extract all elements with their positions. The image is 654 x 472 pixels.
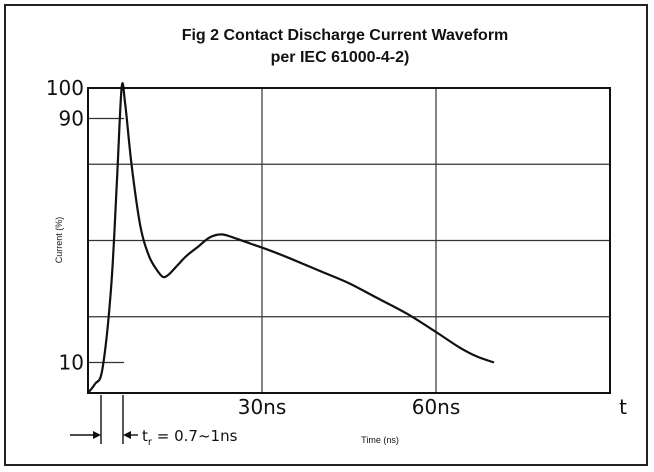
- y-tick-label: 100: [46, 76, 84, 100]
- chart-title: Fig 2 Contact Discharge Current Waveform: [182, 27, 509, 44]
- tick-labels: 100 90 10 30ns 60ns: [46, 76, 460, 419]
- x-tick-label: 30ns: [238, 395, 287, 419]
- y-tick-label: 10: [59, 351, 84, 375]
- plot-border: [87, 87, 611, 394]
- y-axis-label: Current (%): [54, 217, 64, 264]
- x-tick-label: 60ns: [412, 395, 461, 419]
- series-layer: [87, 82, 495, 394]
- y-tick-label: 90: [59, 107, 84, 131]
- chart-frame: [4, 4, 648, 466]
- x-axis-end-label: t: [619, 395, 627, 419]
- grid: [88, 87, 610, 393]
- chart-subtitle: per IEC 61000-4-2): [271, 49, 410, 66]
- x-axis-label: Time (ns): [361, 435, 399, 445]
- rise-arrow-left-head: [93, 431, 101, 439]
- rise-time-annotation: tr = 0.7~1ns: [70, 395, 238, 448]
- rise-time-label: tr = 0.7~1ns: [142, 427, 238, 448]
- axes: [87, 87, 611, 394]
- rise-arrow-right-head: [123, 431, 131, 439]
- waveform-line: [87, 82, 495, 394]
